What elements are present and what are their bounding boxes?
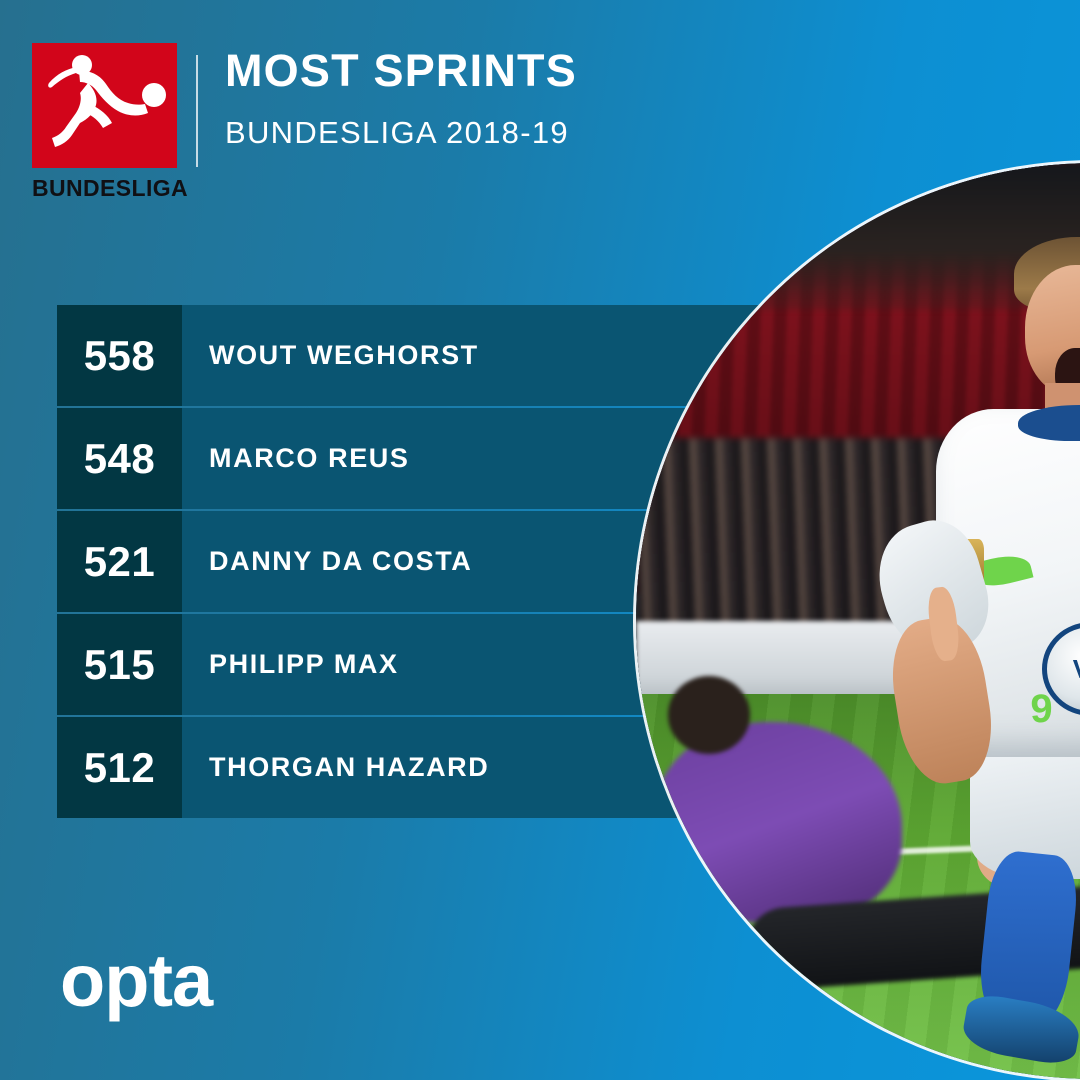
row-player-name: PHILIPP MAX xyxy=(209,649,399,679)
page-subtitle: BUNDESLIGA 2018-19 xyxy=(225,115,569,150)
row-value: 515 xyxy=(57,614,182,715)
row-value: 521 xyxy=(57,511,182,612)
opta-logo: opta xyxy=(60,939,213,1022)
row-player-name: WOUT WEGHORST xyxy=(209,340,479,370)
row-value: 512 xyxy=(57,717,182,818)
celebrating-player-figure: W VW 9 xyxy=(801,209,1080,1079)
shirt-number: 9 xyxy=(1030,686,1053,731)
row-player-name: THORGAN HAZARD xyxy=(209,752,490,782)
header-divider xyxy=(196,55,198,167)
player-photo: W VW 9 xyxy=(636,163,1080,1079)
row-player-name: MARCO REUS xyxy=(209,443,410,473)
row-player-name: DANNY DA COSTA xyxy=(209,546,473,576)
bundesliga-wordmark: BUNDESLIGA xyxy=(32,175,189,201)
bundesliga-kicking-player-icon xyxy=(32,43,177,168)
page-title: MOST SPRINTS xyxy=(225,45,577,96)
row-value: 548 xyxy=(57,408,182,509)
row-value: 558 xyxy=(57,305,182,406)
header-text-group: MOST SPRINTS BUNDESLIGA 2018-19 xyxy=(225,48,577,148)
bundesliga-logo: BUNDESLIGA xyxy=(32,43,188,201)
